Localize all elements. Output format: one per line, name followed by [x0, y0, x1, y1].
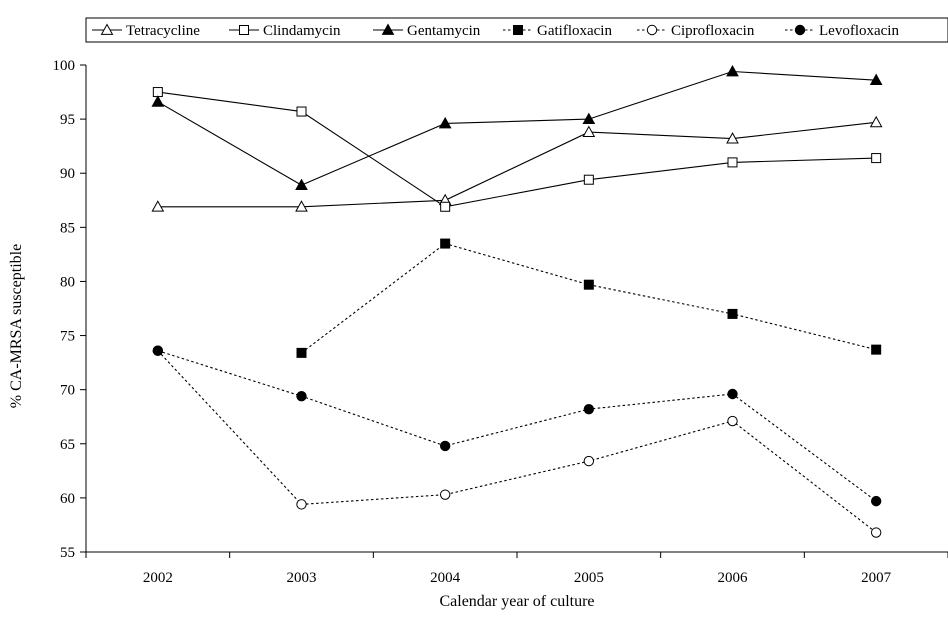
legend-label: Clindamycin — [263, 23, 341, 39]
data-point — [728, 309, 737, 318]
y-axis-title: % CA-MRSA susceptible — [8, 244, 25, 408]
series-line — [302, 244, 877, 353]
data-point — [583, 127, 594, 137]
series-line — [158, 71, 876, 185]
data-point — [584, 175, 593, 184]
series-clindamycin — [153, 88, 880, 212]
legend-marker — [647, 25, 656, 34]
x-tick-label: 2002 — [143, 570, 173, 586]
series-levofloxacin — [153, 346, 881, 506]
axes: 55 60 65 70 75 80 85 90 95 100 2002 2003 2004 2005 200… — [53, 58, 948, 586]
legend-label: Gentamycin — [407, 23, 481, 39]
y-tick-label: 90 — [60, 166, 75, 182]
y-tick-label: 100 — [53, 58, 76, 74]
data-point — [440, 441, 449, 450]
y-tick-label: 60 — [60, 491, 75, 507]
data-point — [441, 239, 450, 248]
legend: Tetracycline Clindamycin Gentamycin Gatiflo… — [86, 18, 948, 42]
data-point — [296, 180, 307, 190]
data-point — [583, 114, 594, 124]
y-tick-label: 80 — [60, 274, 75, 290]
series-ciprofloxacin — [153, 346, 881, 537]
series-gentamycin — [152, 66, 881, 190]
series-tetracycline — [152, 117, 881, 211]
y-tick-label: 65 — [60, 437, 75, 453]
y-tick-label: 55 — [60, 545, 75, 561]
legend-marker — [240, 26, 249, 35]
data-point — [584, 404, 593, 413]
data-point — [297, 348, 306, 357]
x-tick-label: 2007 — [861, 570, 892, 586]
data-point — [584, 280, 593, 289]
data-point — [728, 158, 737, 167]
data-point — [728, 416, 737, 425]
data-point — [727, 66, 738, 76]
data-point — [297, 500, 306, 509]
data-point — [297, 107, 306, 116]
legend-marker — [795, 25, 804, 34]
data-point — [871, 117, 882, 127]
data-point — [441, 202, 450, 211]
data-point — [584, 456, 593, 465]
data-point — [440, 490, 449, 499]
data-point — [153, 88, 162, 97]
y-tick-label: 95 — [60, 112, 75, 128]
x-tick-label: 2003 — [287, 570, 317, 586]
data-point — [871, 496, 880, 505]
data-point — [871, 528, 880, 537]
x-tick-label: 2006 — [718, 570, 749, 586]
data-point — [872, 154, 881, 163]
legend-label: Ciprofloxacin — [671, 23, 755, 39]
y-tick-label: 85 — [60, 220, 75, 236]
series-line — [158, 92, 876, 207]
x-tick-label: 2005 — [574, 570, 604, 586]
x-tick-label: 2004 — [430, 570, 461, 586]
legend-marker — [514, 26, 523, 35]
data-point — [297, 391, 306, 400]
x-axis-title: Calendar year of culture — [439, 593, 594, 610]
series-gatifloxacin — [297, 239, 881, 357]
series-line — [158, 351, 876, 533]
y-tick-label: 75 — [60, 329, 75, 345]
series-line — [158, 351, 876, 501]
data-point — [728, 389, 737, 398]
legend-label: Gatifloxacin — [537, 23, 612, 39]
data-point — [152, 96, 163, 106]
data-point — [153, 346, 162, 355]
data-point — [872, 345, 881, 354]
plot-area — [152, 66, 881, 537]
legend-label: Tetracycline — [126, 23, 200, 39]
y-tick-label: 70 — [60, 383, 75, 399]
legend-label: Levofloxacin — [819, 23, 899, 39]
